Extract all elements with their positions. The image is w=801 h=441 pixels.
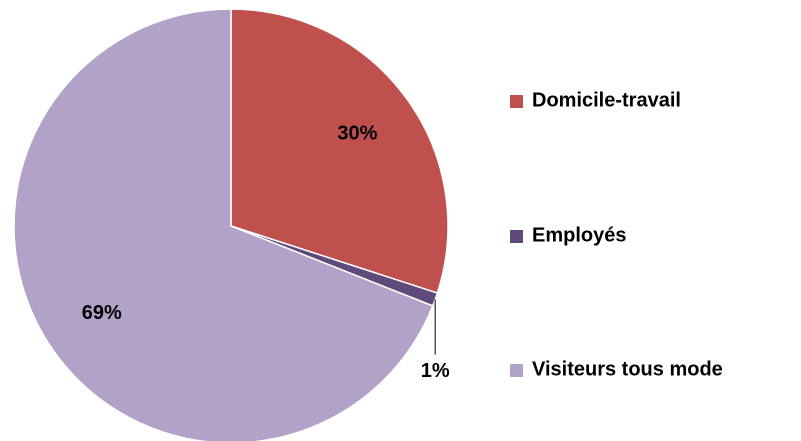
- legend-swatch: [510, 230, 523, 243]
- data-label: 69%: [82, 302, 122, 324]
- legend-label: Domicile-travail: [532, 89, 681, 111]
- legend-label: Visiteurs tous mode: [532, 358, 723, 380]
- legend-swatch: [510, 95, 523, 108]
- legend-label: Employés: [532, 224, 626, 246]
- pie-slice: [13, 8, 434, 441]
- data-label: 30%: [337, 122, 377, 144]
- pie-slice: [230, 8, 449, 295]
- legend-swatch: [510, 364, 523, 377]
- data-label: 1%: [421, 360, 450, 382]
